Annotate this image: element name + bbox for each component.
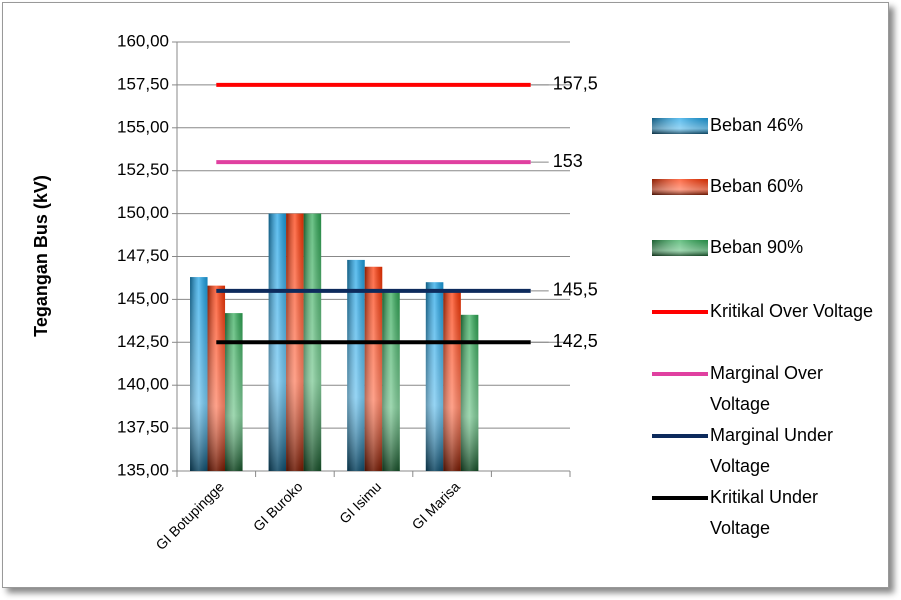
x-tick-label: GI Buroko (250, 478, 306, 534)
y-tick-label: 142,50 (117, 332, 169, 351)
y-tick-label: 160,00 (117, 31, 169, 50)
y-tick-label: 147,50 (117, 246, 169, 265)
legend-label: Marginal Under Voltage (710, 425, 834, 476)
legend-label: Kritikal Under Voltage (710, 487, 819, 538)
y-tick-label: 135,00 (117, 460, 169, 479)
bar-group (364, 266, 383, 471)
legend-swatch (652, 240, 708, 256)
x-tick-label: GI Marisa (409, 478, 463, 532)
bar-group (382, 289, 400, 471)
x-tick-label: GI Isimu (336, 478, 384, 526)
bar-group (347, 259, 365, 471)
legend-label: Marginal Over Voltage (710, 363, 824, 414)
y-tick-label: 150,00 (117, 203, 169, 222)
legend-label: Beban 46% (710, 115, 804, 135)
y-tick-label: 140,00 (117, 375, 169, 394)
bar-group (460, 314, 479, 471)
x-tick-label: GI Botupingge (152, 478, 227, 553)
data-label: 153 (553, 151, 583, 171)
bar-group (303, 213, 322, 471)
y-tick-label: 137,50 (117, 418, 169, 437)
data-label: 145,5 (553, 280, 598, 300)
y-axis-label: Tegangan Bus (kV) (31, 175, 51, 337)
legend-label: Kritikal Over Voltage (710, 301, 874, 321)
bar-group (443, 289, 461, 471)
bar-group (207, 285, 226, 471)
legend-label: Beban 60% (710, 176, 804, 196)
y-tick-label: 145,00 (117, 289, 169, 308)
legend-swatch (652, 179, 708, 195)
bar-group (225, 313, 243, 471)
legend-swatch (652, 118, 708, 134)
y-tick-label: 152,50 (117, 160, 169, 179)
bar-group (190, 277, 208, 471)
bar-group (425, 282, 444, 471)
data-label: 157,5 (553, 74, 598, 94)
y-tick-label: 157,50 (117, 74, 169, 93)
data-label: 142,5 (553, 331, 598, 351)
y-tick-label: 155,00 (117, 117, 169, 136)
legend-label: Beban 90% (710, 237, 804, 257)
